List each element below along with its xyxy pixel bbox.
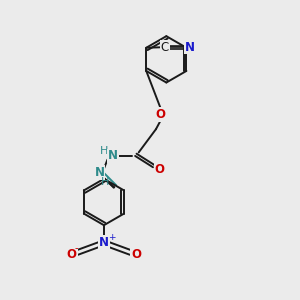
Text: N: N	[185, 41, 195, 54]
Text: C: C	[161, 41, 169, 54]
Text: H: H	[100, 146, 109, 156]
Text: +: +	[108, 233, 115, 242]
Text: O: O	[67, 248, 77, 261]
Text: N: N	[99, 236, 109, 249]
Text: N: N	[94, 166, 104, 179]
Text: O: O	[155, 108, 165, 121]
Text: N: N	[108, 149, 118, 162]
Text: -: -	[75, 243, 78, 254]
Text: O: O	[154, 163, 164, 176]
Text: O: O	[131, 248, 141, 261]
Text: H: H	[100, 177, 109, 187]
